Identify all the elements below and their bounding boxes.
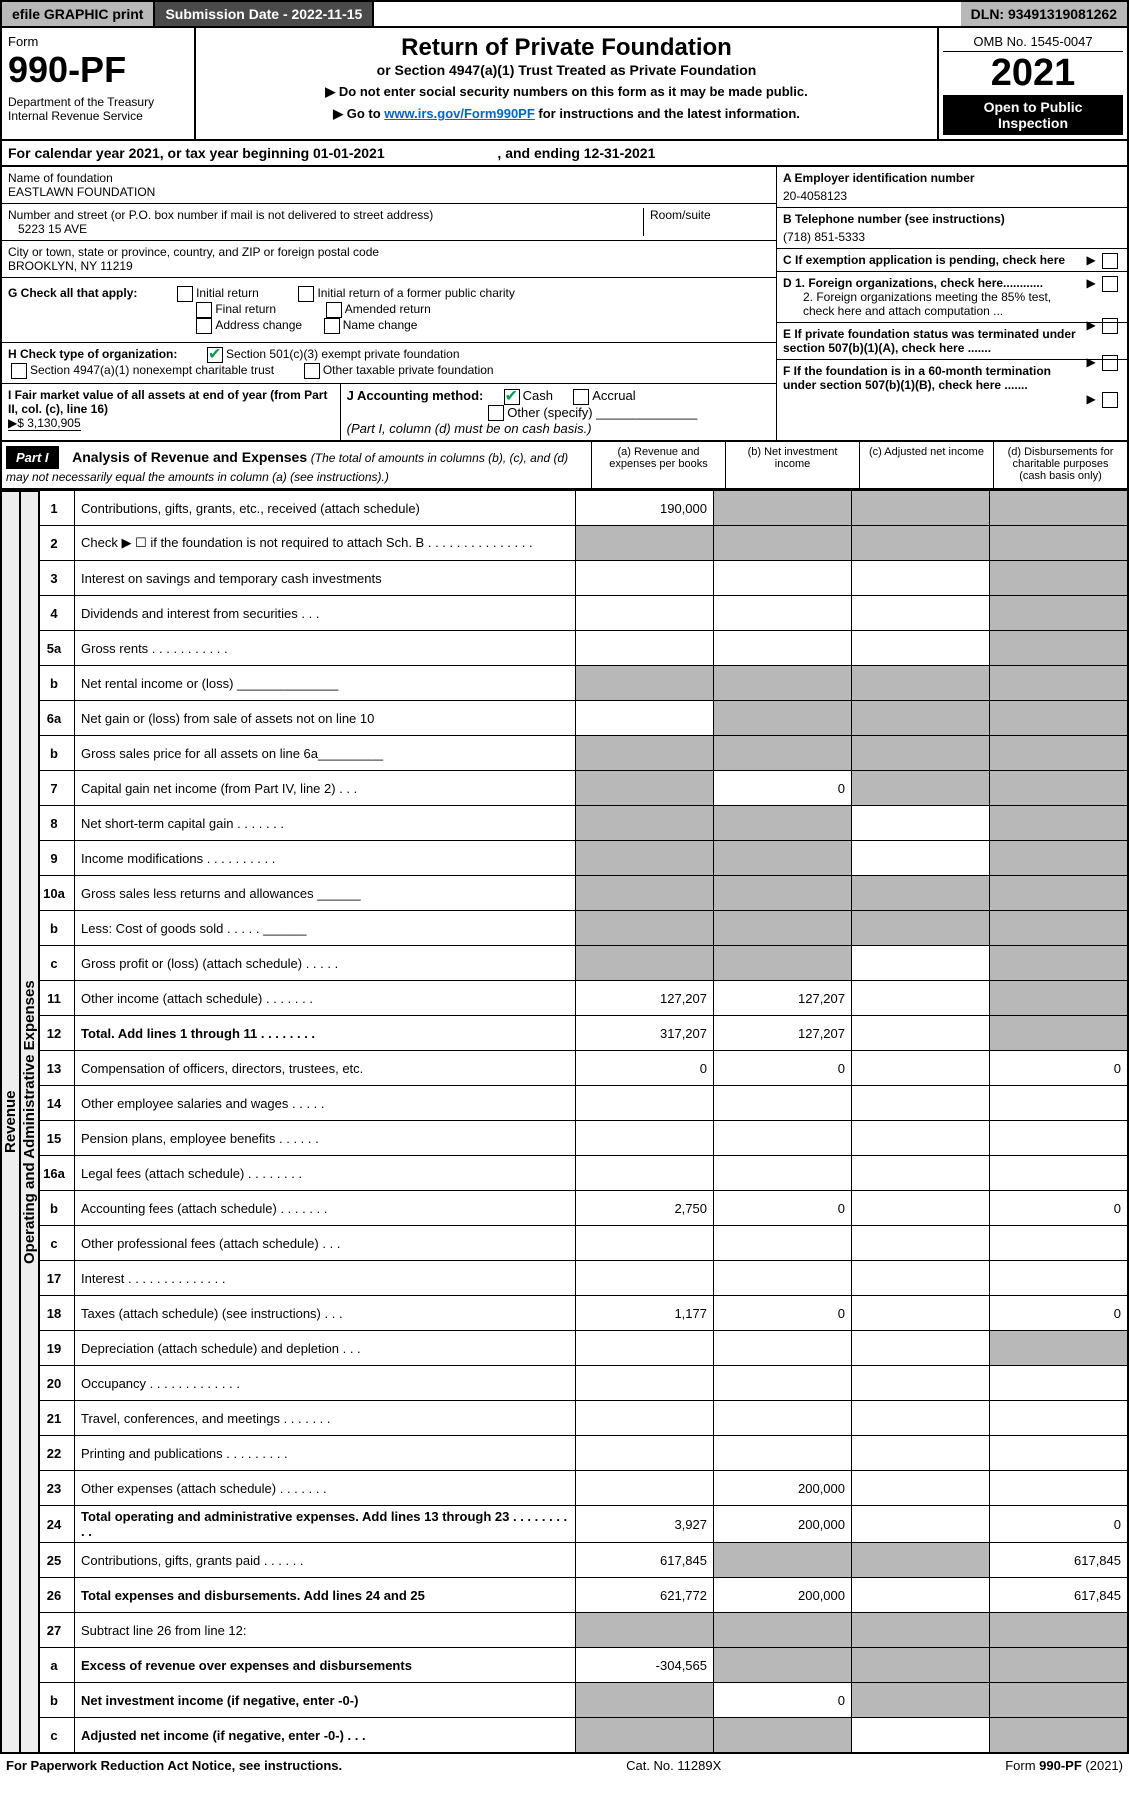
ein: 20-4058123 [783, 185, 1121, 203]
expenses-label: Operating and Administrative Expenses [21, 490, 40, 1752]
checkbox-final[interactable] [196, 302, 212, 318]
phone: (718) 851-5333 [783, 226, 1121, 244]
j-label: J Accounting method: [347, 388, 484, 403]
j-note: (Part I, column (d) must be on cash basi… [347, 421, 592, 436]
col-d: (d) Disbursements for charitable purpose… [993, 442, 1127, 488]
col-c: (c) Adjusted net income [859, 442, 993, 488]
footer-cat: Cat. No. 11289X [626, 1758, 721, 1773]
footer-left: For Paperwork Reduction Act Notice, see … [6, 1758, 342, 1773]
checkbox-initial-public[interactable] [298, 286, 314, 302]
fmv-value: ▶$ 3,130,905 [8, 416, 81, 431]
address: 5223 15 AVE [8, 222, 643, 236]
d2-label: 2. Foreign organizations meeting the 85%… [783, 290, 1073, 318]
col-a: (a) Revenue and expenses per books [591, 442, 725, 488]
checkbox-amended[interactable] [326, 302, 342, 318]
b-label: B Telephone number (see instructions) [783, 212, 1121, 226]
checkbox-accrual[interactable] [573, 389, 589, 405]
omb-number: OMB No. 1545-0047 [943, 32, 1123, 52]
note-ssn: ▶ Do not enter social security numbers o… [202, 84, 931, 100]
checkbox-501c3[interactable] [207, 347, 223, 363]
checkbox-cash[interactable] [504, 389, 520, 405]
footer-form: Form Form 990-PF (2021)990-PF (2021) [1005, 1758, 1123, 1773]
checkbox-d1[interactable] [1102, 276, 1118, 292]
e-label: E If private foundation status was termi… [783, 327, 1083, 355]
submission-date: Submission Date - 2022-11-15 [153, 2, 374, 26]
city-label: City or town, state or province, country… [8, 245, 770, 259]
a-label: A Employer identification number [783, 171, 1121, 185]
irs-link[interactable]: www.irs.gov/Form990PF [384, 106, 535, 121]
checkbox-address[interactable] [196, 318, 212, 334]
city: BROOKLYN, NY 11219 [8, 259, 770, 273]
form-label: Form [8, 34, 188, 49]
checkbox-other-method[interactable] [488, 405, 504, 421]
open-inspection: Open to Public Inspection [943, 95, 1123, 135]
top-bar: efile GRAPHIC print Submission Date - 20… [0, 0, 1129, 28]
part1-title: Analysis of Revenue and Expenses [72, 449, 307, 465]
checkbox-d2[interactable] [1102, 318, 1118, 334]
efile-print[interactable]: efile GRAPHIC print [2, 2, 153, 26]
f-label: F If the foundation is in a 60-month ter… [783, 364, 1083, 392]
g-label: G Check all that apply: [8, 286, 137, 300]
analysis-table: 1Contributions, gifts, grants, etc., rec… [34, 490, 1127, 1752]
tax-year: 2021 [943, 52, 1123, 95]
checkbox-initial[interactable] [177, 286, 193, 302]
department: Department of the Treasury Internal Reve… [8, 95, 188, 123]
i-label: I Fair market value of all assets at end… [8, 388, 327, 416]
dln: DLN: 93491319081262 [961, 2, 1127, 26]
part1-label: Part I [6, 446, 59, 469]
checkbox-e[interactable] [1102, 355, 1118, 371]
c-label: C If exemption application is pending, c… [783, 253, 1065, 267]
page-footer: For Paperwork Reduction Act Notice, see … [0, 1754, 1129, 1777]
calendar-year: For calendar year 2021, or tax year begi… [0, 141, 1129, 167]
checkbox-other-tax[interactable] [304, 363, 320, 379]
room-label: Room/suite [643, 208, 770, 236]
foundation-name: EASTLAWN FOUNDATION [8, 185, 770, 199]
revenue-label: Revenue [2, 490, 21, 1752]
addr-label: Number and street (or P.O. box number if… [8, 208, 643, 222]
note-link: ▶ Go to www.irs.gov/Form990PF for instru… [202, 106, 931, 122]
h-label: H Check type of organization: [8, 347, 177, 361]
form-number: 990-PF [8, 49, 188, 91]
d1-label: D 1. Foreign organizations, check here..… [783, 276, 1043, 290]
col-b: (b) Net investment income [725, 442, 859, 488]
checkbox-f[interactable] [1102, 392, 1118, 408]
form-subtitle: or Section 4947(a)(1) Trust Treated as P… [202, 62, 931, 78]
form-header: Form 990-PF Department of the Treasury I… [0, 28, 1129, 141]
form-title: Return of Private Foundation [202, 34, 931, 62]
checkbox-c[interactable] [1102, 253, 1118, 269]
checkbox-name[interactable] [324, 318, 340, 334]
checkbox-4947[interactable] [11, 363, 27, 379]
foundation-info: Name of foundation EASTLAWN FOUNDATION N… [0, 167, 1129, 442]
name-label: Name of foundation [8, 171, 770, 185]
